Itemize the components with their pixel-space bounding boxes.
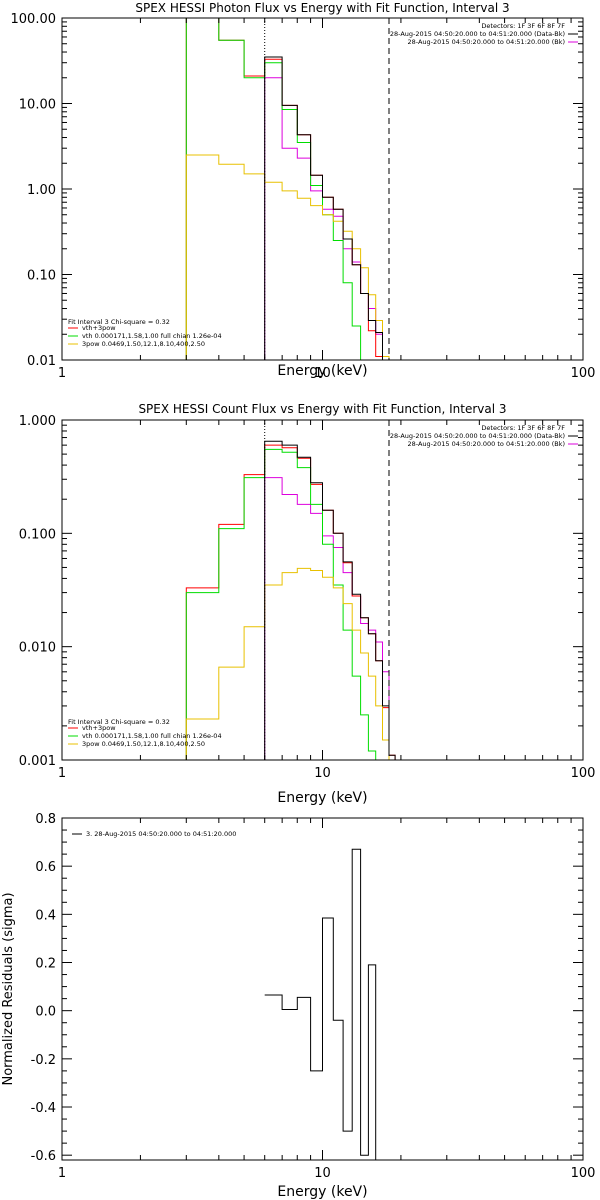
y-tick-label: 0.010 <box>19 641 56 656</box>
plot-frame <box>61 419 584 761</box>
series-background <box>264 77 383 360</box>
y-tick-label: -0.4 <box>31 1101 56 1116</box>
legend: 3. 28-Aug-2015 04:50:20.000 to 04:51:20.… <box>72 830 236 838</box>
legend-label-1: vth+3pow <box>82 724 116 732</box>
series-1 <box>185 18 383 360</box>
x-tick-label: 100 <box>571 1166 596 1181</box>
y-axis: -0.6 -0.4 -0.2 0.0 0.2 0.4 0.6 0.8 Normalized Re… <box>1 812 583 1164</box>
legend-label-2: vth 0.000171,1.58,1.00 full chian 1.26e-… <box>82 332 222 340</box>
y-tick-label: 100.00 <box>11 12 57 27</box>
legend-title: Fit Interval 3 Chi-square = 0.32 <box>68 718 170 726</box>
x-axis-label: Energy (keV) <box>277 1184 367 1200</box>
legend-label-3: 3pow 0.0469,1.50,12.1,8.10,400,2.50 <box>82 340 205 348</box>
x-tick-label: 100 <box>571 366 596 381</box>
info-line-1: Detectors: 1F 3F 6F 8F 7F <box>481 424 565 432</box>
x-tick-label: 100 <box>571 766 596 781</box>
y-tick-label: 0.001 <box>19 754 56 769</box>
series-data <box>264 440 396 760</box>
plot-area <box>185 440 396 760</box>
chart-panel-2: SPEX HESSI Count Flux vs Energy with Fit… <box>19 402 596 806</box>
y-tick-label: 10.00 <box>19 98 56 113</box>
y-tick-label: 0.2 <box>35 957 56 972</box>
plot-area <box>185 18 390 360</box>
x-axis-label: Energy (keV) <box>277 790 367 806</box>
y-tick-label: 0.10 <box>27 269 56 284</box>
chart-panel-1: SPEX HESSI Photon Flux vs Energy with Fi… <box>11 1 596 381</box>
x-axis: 1 10 100 Energy (keV) <box>58 18 596 381</box>
y-tick-label: 1.00 <box>27 183 56 198</box>
y-tick-label: 0.8 <box>35 812 56 827</box>
x-tick-label: 10 <box>314 366 331 381</box>
plot-area <box>264 848 377 1160</box>
series-3 <box>185 567 390 760</box>
series-2 <box>185 18 362 360</box>
legend-label-1: 3. 28-Aug-2015 04:50:20.000 to 04:51:20.… <box>86 830 236 838</box>
y-axis: 0.001 0.010 0.100 1.000 <box>19 414 583 769</box>
chart-panel-3: 1 10 100 Energy (keV) -0.6 -0.4 -0.2 0.0 0.2 0.4 0… <box>1 812 595 1200</box>
y-tick-label: 0.6 <box>35 860 56 875</box>
x-axis: 1 10 100 Energy (keV) <box>58 420 596 806</box>
y-tick-label: 0.01 <box>27 354 56 369</box>
series-1 <box>264 848 377 1160</box>
x-tick-label: 1 <box>58 1166 66 1181</box>
info-line-2: 28-Aug-2015 04:50:20.000 to 04:51:20.000… <box>390 30 565 38</box>
chart-title: SPEX HESSI Count Flux vs Energy with Fit… <box>138 402 506 416</box>
y-tick-label: -0.6 <box>31 1149 56 1164</box>
y-tick-label: -0.2 <box>31 1053 56 1068</box>
legend-label-2: vth 0.000171,1.58,1.00 full chian 1.26e-… <box>82 732 222 740</box>
y-axis-label: Normalized Residuals (sigma) <box>1 892 16 1085</box>
series-data <box>264 56 383 360</box>
legend-title: Fit Interval 3 Chi-square = 0.32 <box>68 318 170 326</box>
x-tick-label: 1 <box>58 366 66 381</box>
x-tick-label: 10 <box>314 1166 331 1181</box>
info-line-2: 28-Aug-2015 04:50:20.000 to 04:51:20.000… <box>390 432 565 440</box>
y-tick-label: 1.000 <box>19 414 56 429</box>
info-line-3: 28-Aug-2015 04:50:20.000 to 04:51:20.000… <box>408 38 565 46</box>
legend-label-1: vth+3pow <box>82 324 116 332</box>
info-line-3: 28-Aug-2015 04:50:20.000 to 04:51:20.000… <box>408 440 565 448</box>
chart-title: SPEX HESSI Photon Flux vs Energy with Fi… <box>135 1 509 15</box>
y-tick-label: 0.100 <box>19 527 56 542</box>
y-tick-label: 0.4 <box>35 908 56 923</box>
legend-label-3: 3pow 0.0469,1.50,12.1,8.10,400,2.50 <box>82 740 205 748</box>
legend: Fit Interval 3 Chi-square = 0.32vth+3pow… <box>68 318 222 348</box>
y-axis: 0.01 0.10 1.00 10.00 100.00 <box>11 12 583 369</box>
x-tick-label: 1 <box>58 766 66 781</box>
series-2 <box>185 448 377 760</box>
info-line-1: Detectors: 1F 3F 6F 8F 7F <box>481 22 565 30</box>
x-tick-label: 10 <box>314 766 331 781</box>
y-tick-label: 0.0 <box>35 1005 56 1020</box>
series-background <box>264 477 390 760</box>
series-3 <box>185 154 390 360</box>
legend: Fit Interval 3 Chi-square = 0.32vth+3pow… <box>68 718 222 748</box>
x-axis: 1 10 100 Energy (keV) <box>58 818 596 1200</box>
x-axis-label: Energy (keV) <box>277 363 367 379</box>
